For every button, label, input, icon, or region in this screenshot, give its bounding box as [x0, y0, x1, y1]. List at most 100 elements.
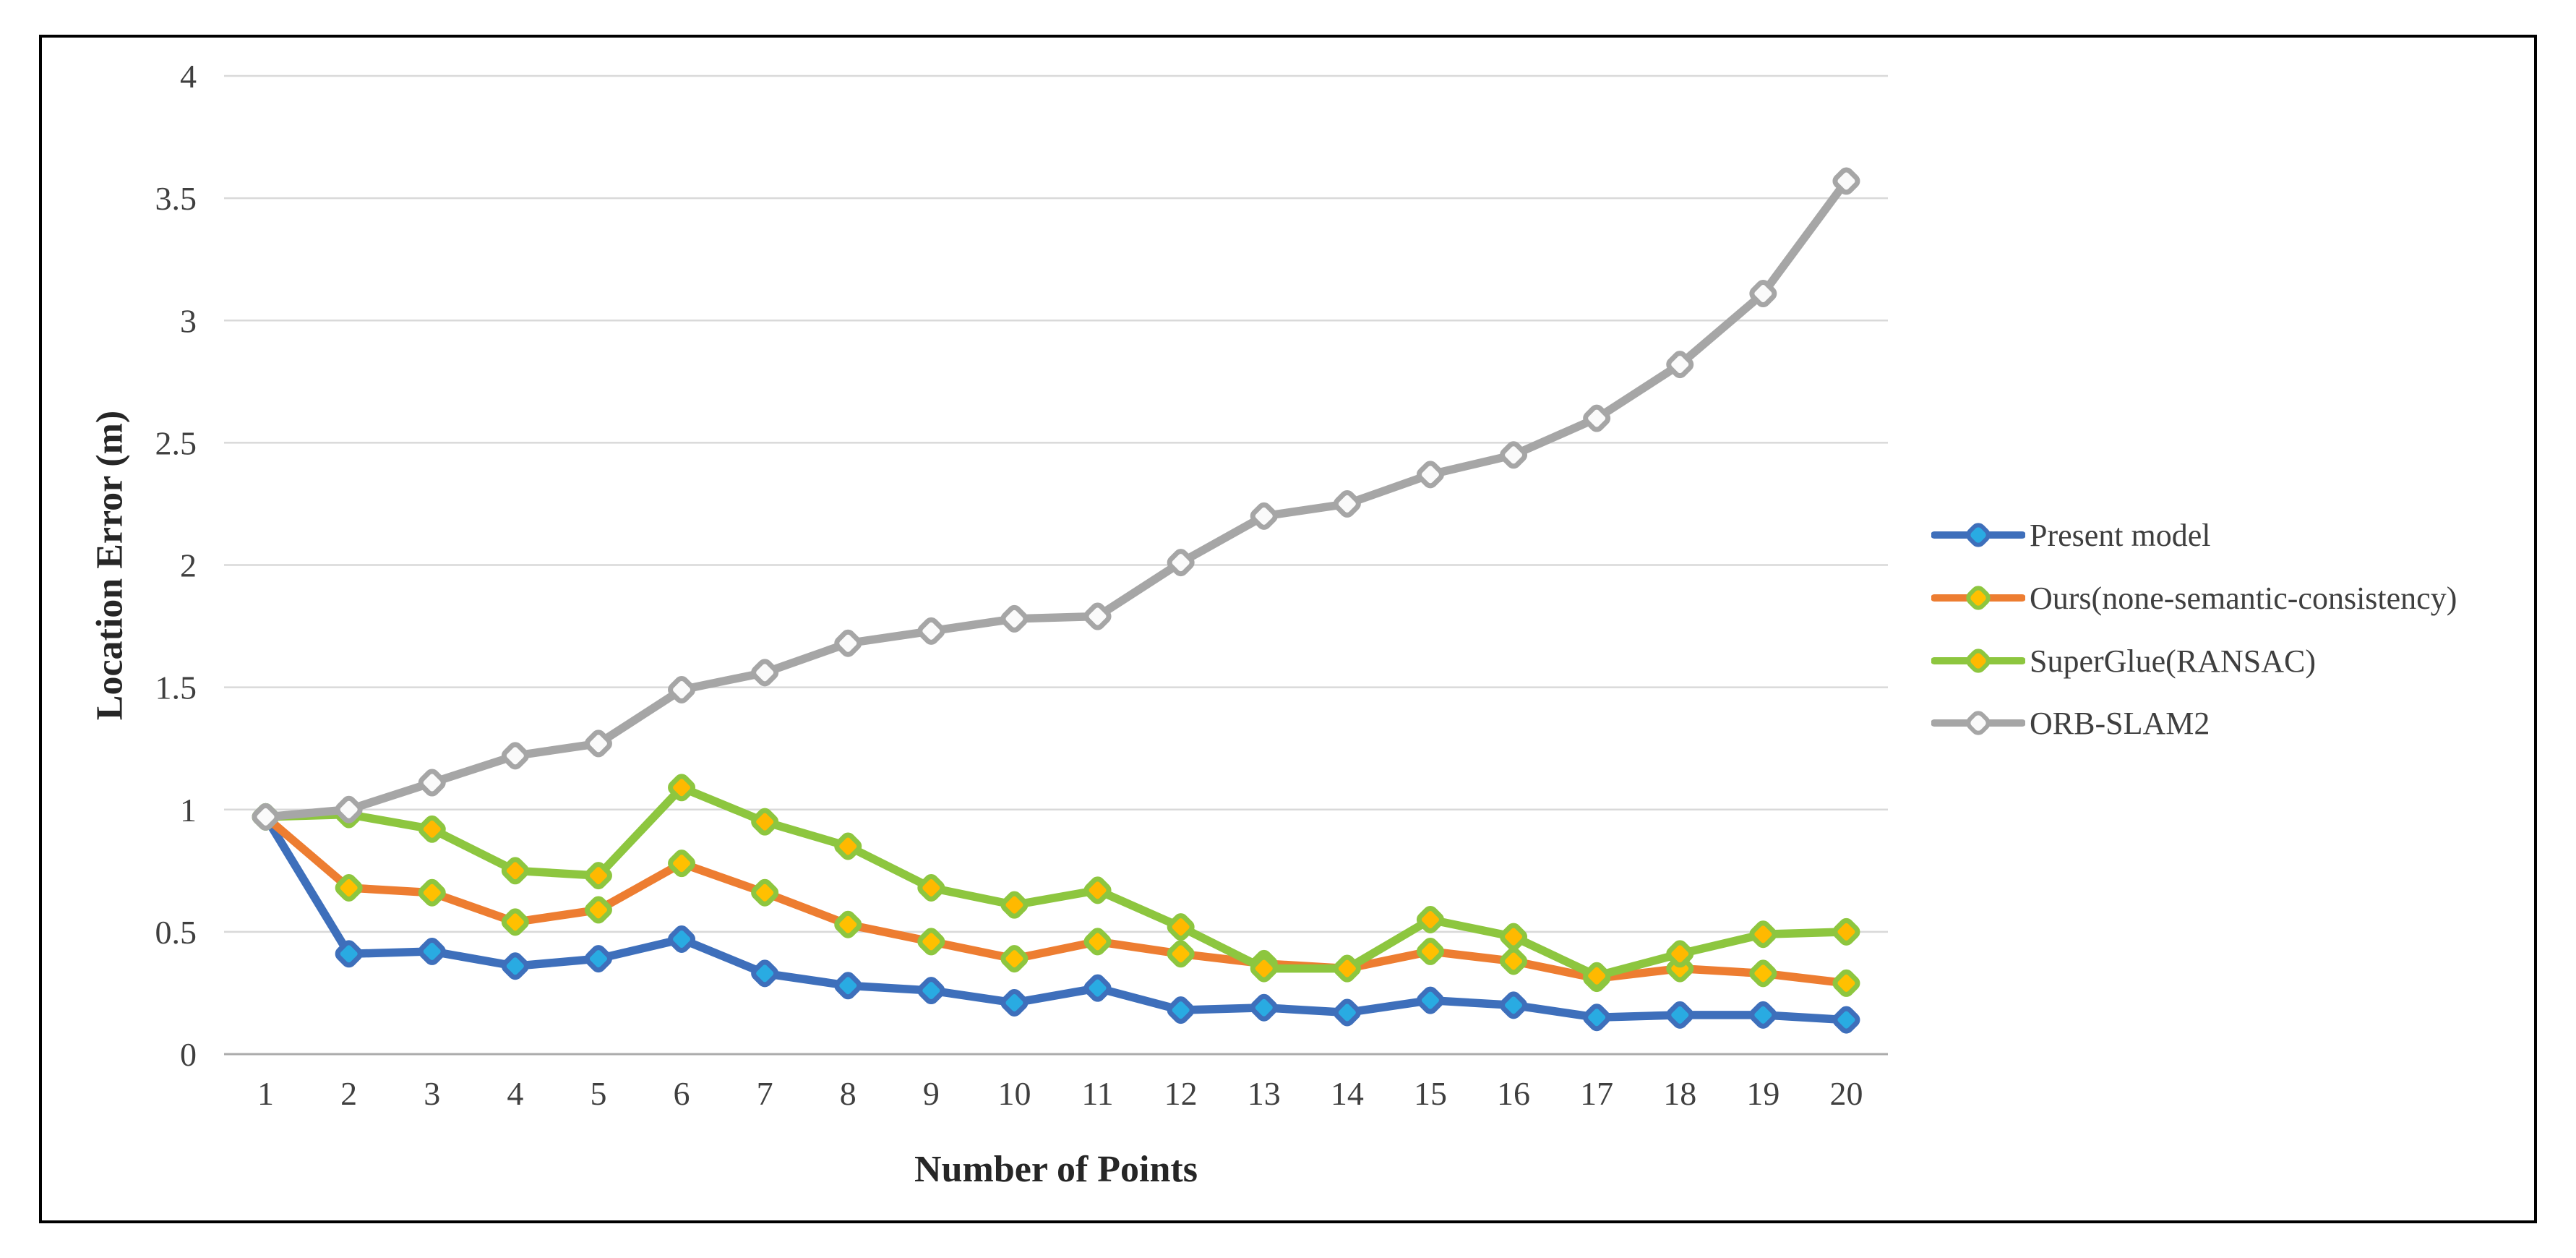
- marker-orb-slam2-4: [501, 742, 529, 770]
- x-tick-label-2: 2: [340, 1075, 357, 1112]
- y-tick-label-1: 1: [180, 792, 197, 829]
- marker-ours-none-semantic-consistency-10: [1000, 945, 1029, 973]
- y-tick-label-2.5: 2.5: [155, 424, 197, 461]
- x-tick-label-16: 16: [1497, 1075, 1530, 1112]
- marker-orb-slam2-16: [1500, 441, 1528, 469]
- marker-ours-none-semantic-consistency-7: [751, 878, 779, 907]
- marker-superglue-ransac-12: [1167, 913, 1195, 941]
- x-tick-label-12: 12: [1164, 1075, 1198, 1112]
- marker-orb-slam2-5: [584, 729, 612, 758]
- marker-orb-slam2-9: [917, 617, 945, 645]
- series-line-superglue-ransac: [261, 783, 1851, 980]
- y-tick-label-2: 2: [180, 547, 197, 584]
- x-axis-title: Number of Points: [914, 1149, 1198, 1190]
- x-tick-label-5: 5: [590, 1075, 606, 1112]
- marker-superglue-ransac-17: [1583, 962, 1611, 990]
- marker-superglue-ransac-18: [1666, 940, 1694, 968]
- marker-present-model-4: [501, 952, 529, 980]
- marker-superglue-ransac-10: [1000, 891, 1029, 919]
- marker-superglue-ransac-7: [751, 808, 779, 836]
- marker-orb-slam2-3: [418, 769, 446, 797]
- x-tick-label-9: 9: [923, 1075, 940, 1112]
- series-line-present-model: [261, 813, 1851, 1024]
- marker-ours-none-semantic-consistency-19: [1749, 959, 1777, 988]
- marker-superglue-ransac-11: [1083, 876, 1112, 904]
- x-tick-label-7: 7: [757, 1075, 773, 1112]
- x-tick-label-19: 19: [1746, 1075, 1779, 1112]
- x-tick-label-8: 8: [840, 1075, 856, 1112]
- marker-superglue-ransac-15: [1416, 905, 1444, 933]
- marker-superglue-ransac-4: [501, 857, 529, 885]
- marker-orb-slam2-10: [1000, 604, 1029, 633]
- marker-present-model-6: [668, 925, 696, 954]
- marker-present-model-16: [1500, 991, 1528, 1019]
- marker-ours-none-semantic-consistency-20: [1832, 969, 1860, 997]
- x-tick-label-4: 4: [507, 1075, 523, 1112]
- marker-present-model-8: [834, 972, 862, 1000]
- marker-orb-slam2-8: [834, 629, 862, 657]
- marker-orb-slam2-17: [1583, 404, 1611, 432]
- marker-orb-slam2-2: [335, 795, 363, 823]
- chart-frame: [39, 35, 2537, 1223]
- marker-orb-slam2-18: [1666, 351, 1694, 379]
- y-tick-label-3: 3: [180, 302, 197, 339]
- marker-ours-none-semantic-consistency-4: [501, 908, 529, 936]
- marker-present-model-19: [1749, 1001, 1777, 1029]
- marker-orb-slam2-14: [1333, 489, 1361, 518]
- marker-ours-none-semantic-consistency-16: [1500, 947, 1528, 975]
- marker-superglue-ransac-13: [1250, 954, 1278, 983]
- marker-superglue-ransac-6: [668, 774, 696, 802]
- x-tick-label-15: 15: [1414, 1075, 1447, 1112]
- marker-ours-none-semantic-consistency-11: [1083, 928, 1112, 956]
- y-tick-label-0.5: 0.5: [155, 914, 197, 951]
- marker-orb-slam2-15: [1416, 461, 1444, 489]
- x-tick-label-1: 1: [257, 1075, 274, 1112]
- marker-present-model-14: [1333, 998, 1361, 1027]
- marker-orb-slam2-13: [1250, 502, 1278, 530]
- x-tick-label-11: 11: [1081, 1075, 1113, 1112]
- series-line-orb-slam2: [261, 176, 1851, 821]
- series-line-ours-none-semantic-consistency: [261, 813, 1851, 988]
- x-tick-label-13: 13: [1248, 1075, 1281, 1112]
- x-tick-label-3: 3: [424, 1075, 440, 1112]
- marker-orb-slam2-20: [1832, 167, 1860, 195]
- y-tick-label-0: 0: [180, 1036, 197, 1073]
- marker-present-model-5: [584, 945, 612, 973]
- marker-present-model-11: [1083, 974, 1112, 1002]
- x-tick-label-6: 6: [674, 1075, 690, 1112]
- marker-ours-none-semantic-consistency-5: [584, 896, 612, 924]
- marker-ours-none-semantic-consistency-2: [335, 874, 363, 902]
- x-tick-label-17: 17: [1580, 1075, 1613, 1112]
- marker-ours-none-semantic-consistency-12: [1167, 940, 1195, 968]
- marker-superglue-ransac-5: [584, 862, 612, 890]
- marker-ours-none-semantic-consistency-15: [1416, 937, 1444, 965]
- y-tick-label-1.5: 1.5: [155, 669, 197, 706]
- marker-present-model-2: [335, 940, 363, 968]
- marker-superglue-ransac-3: [418, 815, 446, 843]
- marker-ours-none-semantic-consistency-6: [668, 850, 696, 878]
- marker-orb-slam2-6: [668, 676, 696, 703]
- marker-present-model-13: [1250, 993, 1278, 1022]
- marker-present-model-18: [1666, 1001, 1694, 1029]
- marker-present-model-7: [751, 959, 779, 988]
- marker-superglue-ransac-19: [1749, 920, 1777, 949]
- marker-ours-none-semantic-consistency-9: [917, 928, 945, 956]
- marker-superglue-ransac-14: [1333, 954, 1361, 983]
- y-tick-label-4: 4: [180, 58, 197, 95]
- marker-superglue-ransac-16: [1500, 923, 1528, 951]
- marker-present-model-3: [418, 937, 446, 965]
- y-axis-title: Location Error (m): [89, 410, 131, 721]
- marker-superglue-ransac-20: [1832, 917, 1860, 946]
- marker-present-model-9: [917, 977, 945, 1005]
- x-tick-label-20: 20: [1829, 1075, 1863, 1112]
- marker-ours-none-semantic-consistency-3: [418, 878, 446, 907]
- marker-present-model-17: [1583, 1004, 1611, 1032]
- x-tick-label-18: 18: [1663, 1075, 1696, 1112]
- marker-orb-slam2-12: [1167, 549, 1195, 577]
- marker-superglue-ransac-9: [917, 874, 945, 902]
- marker-orb-slam2-1: [252, 803, 280, 831]
- x-tick-label-10: 10: [997, 1075, 1031, 1112]
- x-tick-label-14: 14: [1331, 1075, 1364, 1112]
